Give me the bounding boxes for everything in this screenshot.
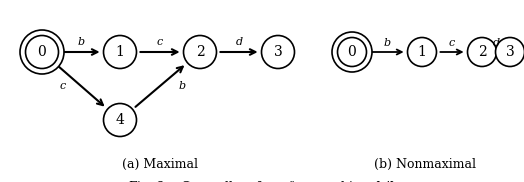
Text: b: b (179, 81, 185, 91)
Text: d: d (235, 37, 243, 47)
Text: 2: 2 (477, 45, 486, 59)
Circle shape (261, 35, 294, 68)
Circle shape (183, 35, 216, 68)
Text: b: b (384, 38, 390, 48)
Circle shape (26, 35, 59, 68)
Circle shape (408, 37, 436, 66)
Circle shape (332, 32, 372, 72)
Text: (b) Nonmaximal: (b) Nonmaximal (374, 157, 476, 171)
Text: c: c (60, 81, 66, 91)
Text: 0: 0 (38, 45, 47, 59)
Circle shape (104, 35, 136, 68)
Text: 1: 1 (116, 45, 124, 59)
Text: d: d (493, 38, 499, 48)
Text: c: c (449, 38, 455, 48)
Circle shape (496, 37, 524, 66)
Text: (a) Maximal: (a) Maximal (122, 157, 198, 171)
Text: Fig. 2.   Controllers for $E_I\|E_{II}$ reaching $\{d\}$: Fig. 2. Controllers for $E_I\|E_{II}$ re… (128, 179, 396, 182)
Text: 4: 4 (116, 113, 124, 127)
Text: 1: 1 (418, 45, 427, 59)
Text: b: b (78, 37, 84, 47)
Text: 0: 0 (347, 45, 356, 59)
Text: 3: 3 (506, 45, 515, 59)
Text: 3: 3 (274, 45, 282, 59)
Circle shape (20, 30, 64, 74)
Circle shape (337, 37, 366, 66)
Circle shape (104, 104, 136, 136)
Circle shape (467, 37, 497, 66)
Text: 2: 2 (195, 45, 204, 59)
Text: c: c (157, 37, 163, 47)
